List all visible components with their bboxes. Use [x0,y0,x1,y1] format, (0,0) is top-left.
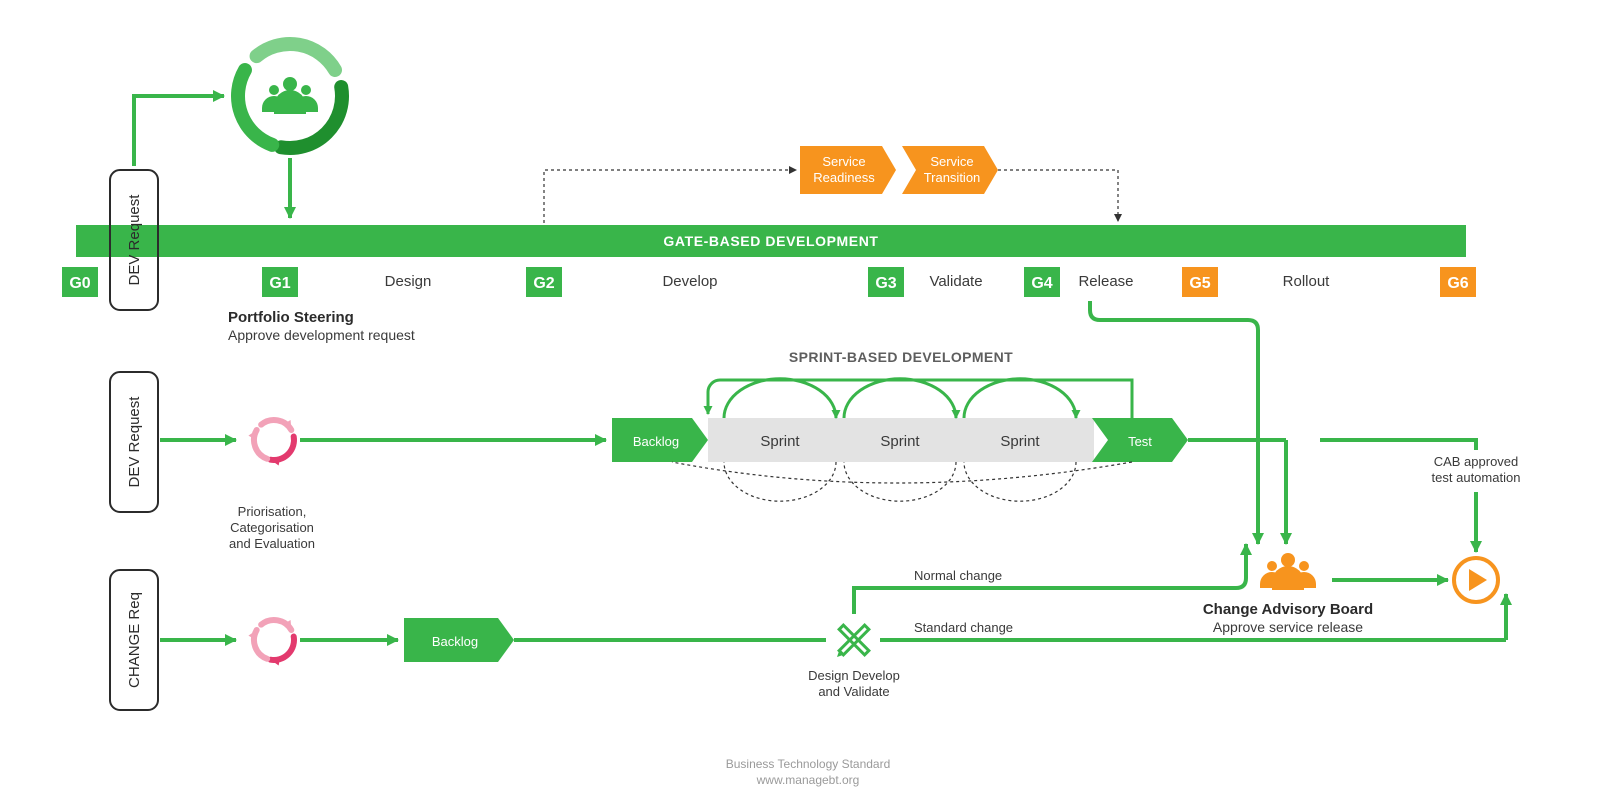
svg-text:G2: G2 [533,275,554,292]
svg-text:Backlog: Backlog [633,434,679,449]
svg-text:Approve service release: Approve service release [1213,619,1363,635]
svg-text:www.managebt.org: www.managebt.org [756,773,860,787]
svg-text:Service: Service [930,154,973,169]
svg-text:DEV Request: DEV Request [126,396,143,488]
svg-text:G4: G4 [1031,275,1052,292]
svg-text:SPRINT-BASED DEVELOPMENT: SPRINT-BASED DEVELOPMENT [789,349,1013,365]
request-box: DEV Request [110,372,158,512]
svg-text:Design: Design [385,273,432,290]
svg-text:Rollout: Rollout [1283,273,1331,290]
svg-text:Test: Test [1128,434,1152,449]
svg-text:Business Technology Standard: Business Technology Standard [726,757,891,771]
svg-text:Approve development request: Approve development request [228,327,415,343]
svg-text:Backlog: Backlog [432,634,478,649]
svg-text:Develop: Develop [662,273,717,290]
svg-text:Release: Release [1078,273,1133,290]
svg-text:DEV Request: DEV Request [126,194,143,286]
svg-text:Change Advisory Board: Change Advisory Board [1203,601,1373,618]
svg-text:and Evaluation: and Evaluation [229,536,315,551]
svg-text:Transition: Transition [924,170,981,185]
svg-text:Priorisation,: Priorisation, [238,504,307,519]
svg-text:Validate: Validate [929,273,982,290]
svg-text:G3: G3 [875,275,896,292]
svg-text:Sprint: Sprint [880,433,920,450]
svg-text:Service: Service [822,154,865,169]
request-box: CHANGE Req [110,570,158,710]
svg-text:Readiness: Readiness [813,170,875,185]
svg-text:GATE-BASED DEVELOPMENT: GATE-BASED DEVELOPMENT [663,233,878,249]
svg-text:and Validate: and Validate [818,684,889,699]
svg-text:Normal change: Normal change [914,568,1002,583]
design-develop-validate-icon [835,625,869,659]
svg-text:CHANGE Req: CHANGE Req [126,592,143,688]
svg-text:Standard change: Standard change [914,620,1013,635]
svg-text:G6: G6 [1447,275,1468,292]
svg-text:G1: G1 [269,275,290,292]
svg-text:Sprint: Sprint [1000,433,1040,450]
svg-text:G0: G0 [69,275,90,292]
svg-text:test automation: test automation [1432,470,1521,485]
svg-text:Portfolio Steering: Portfolio Steering [228,309,354,326]
svg-text:G5: G5 [1189,275,1210,292]
svg-text:Design Develop: Design Develop [808,668,900,683]
svg-text:Sprint: Sprint [760,433,800,450]
svg-text:Categorisation: Categorisation [230,520,314,535]
svg-text:CAB approved: CAB approved [1434,454,1519,469]
